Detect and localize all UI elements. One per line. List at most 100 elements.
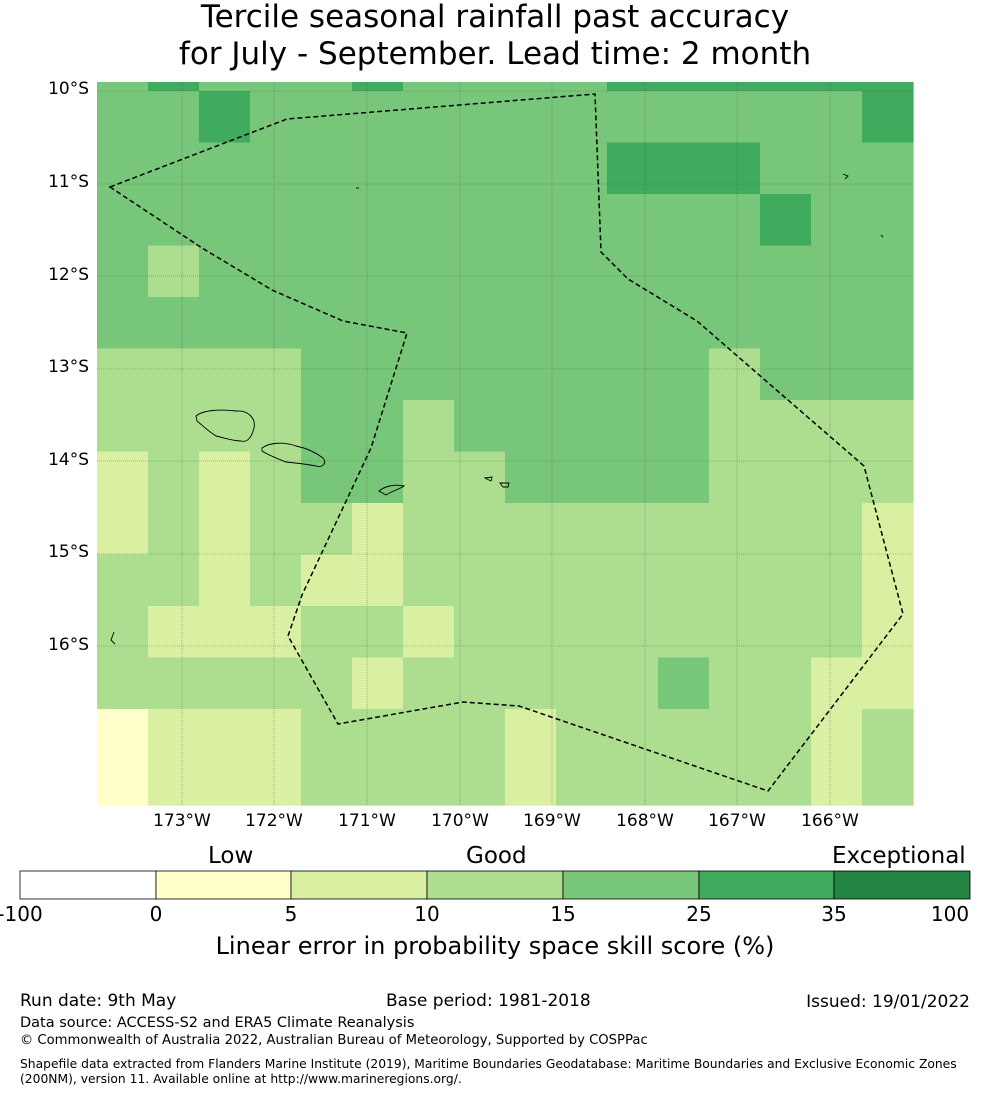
grid-cell (301, 194, 353, 247)
grid-cell (301, 245, 353, 298)
grid-cell (301, 503, 353, 556)
grid-cell (97, 554, 149, 607)
grid-cell (760, 657, 812, 710)
grid-cell (607, 82, 659, 92)
grid-cell (301, 400, 353, 453)
grid-cell (454, 194, 506, 247)
grid-cell (403, 91, 455, 144)
grid-cell (199, 142, 251, 195)
grid-cell (607, 709, 659, 806)
colorbar-label: Linear error in probability space skill … (215, 932, 775, 960)
grid-cell (709, 400, 761, 453)
lat-label: 15°S (48, 542, 89, 562)
grid-cell (811, 245, 863, 298)
grid-cell (505, 142, 557, 195)
lon-label: 170°W (431, 811, 489, 831)
skill-score-grid (97, 82, 914, 806)
grid-cell (607, 451, 659, 504)
grid-cell (811, 503, 863, 556)
islet-3 (880, 234, 884, 238)
grid-cell (352, 554, 404, 607)
colorbar-swatch (562, 870, 700, 900)
grid-cell (199, 245, 251, 298)
category-good: Good (466, 843, 527, 869)
grid-cell (862, 194, 914, 247)
grid-cell (250, 194, 302, 247)
lat-label: 11°S (48, 172, 89, 192)
grid-cell (556, 400, 608, 453)
colorbar-tick: 5 (284, 902, 298, 926)
map-title-line-2: for July - September. Lead time: 2 month (178, 36, 812, 72)
grid-cell (556, 709, 608, 806)
grid-cell (403, 142, 455, 195)
grid-cell (199, 709, 251, 806)
grid-cell (607, 554, 659, 607)
run-date: Run date: 9th May (20, 991, 177, 1011)
grid-cell (760, 400, 812, 453)
grid-cell (556, 451, 608, 504)
grid-cell (811, 82, 863, 92)
grid-cell (97, 82, 149, 92)
grid-cell (505, 709, 557, 806)
grid-cell (250, 451, 302, 504)
graticule (97, 82, 913, 805)
grid-cell (301, 657, 353, 710)
island-tutuila (378, 484, 406, 496)
grid-cell (556, 503, 608, 556)
grid-cell (454, 348, 506, 401)
colorbar-swatch (290, 870, 428, 900)
grid-cell (709, 194, 761, 247)
grid-cell (250, 503, 302, 556)
lat-label: 16°S (48, 635, 89, 655)
grid-cell (352, 451, 404, 504)
colorbar-tick: 35 (821, 902, 847, 926)
eez-boundary (108, 93, 904, 792)
grid-cell (97, 91, 149, 144)
grid-cell (148, 142, 200, 195)
grid-cell (607, 657, 659, 710)
lon-label: 171°W (338, 811, 396, 831)
colorbar-swatch (833, 870, 971, 900)
grid-cell (658, 451, 710, 504)
grid-cell (709, 297, 761, 350)
grid-cell (199, 554, 251, 607)
colorbar-tick: -100 (0, 902, 43, 926)
grid-cell (403, 709, 455, 806)
grid-cell (250, 297, 302, 350)
grid-cell (709, 503, 761, 556)
grid-cell (505, 451, 557, 504)
lat-label: 14°S (48, 450, 89, 470)
grid-cell (148, 194, 200, 247)
grid-cell (811, 348, 863, 401)
grid-cell (250, 554, 302, 607)
grid-cell (250, 606, 302, 659)
grid-cell (301, 297, 353, 350)
grid-cell (250, 142, 302, 195)
base-period: Base period: 1981-2018 (386, 991, 591, 1011)
grid-cell (658, 142, 710, 195)
grid-cell (403, 503, 455, 556)
grid-cell (862, 400, 914, 453)
grid-cell (403, 606, 455, 659)
grid-cell (199, 451, 251, 504)
lon-label: 172°W (245, 811, 303, 831)
grid-cell (352, 348, 404, 401)
grid-cell (454, 451, 506, 504)
grid-cell (709, 82, 761, 92)
grid-cell (352, 657, 404, 710)
grid-cell (658, 400, 710, 453)
grid-cell (250, 245, 302, 298)
grid-cell (250, 82, 302, 92)
grid-cell (301, 142, 353, 195)
grid-cell (760, 297, 812, 350)
colorbar-tick: 100 (930, 902, 970, 926)
grid-cell (811, 142, 863, 195)
category-low: Low (208, 843, 254, 869)
grid-cell (454, 554, 506, 607)
grid-cell (658, 348, 710, 401)
grid-cell (862, 142, 914, 195)
grid-cell (403, 82, 455, 92)
grid-cell (760, 194, 812, 247)
grid-cell (658, 82, 710, 92)
